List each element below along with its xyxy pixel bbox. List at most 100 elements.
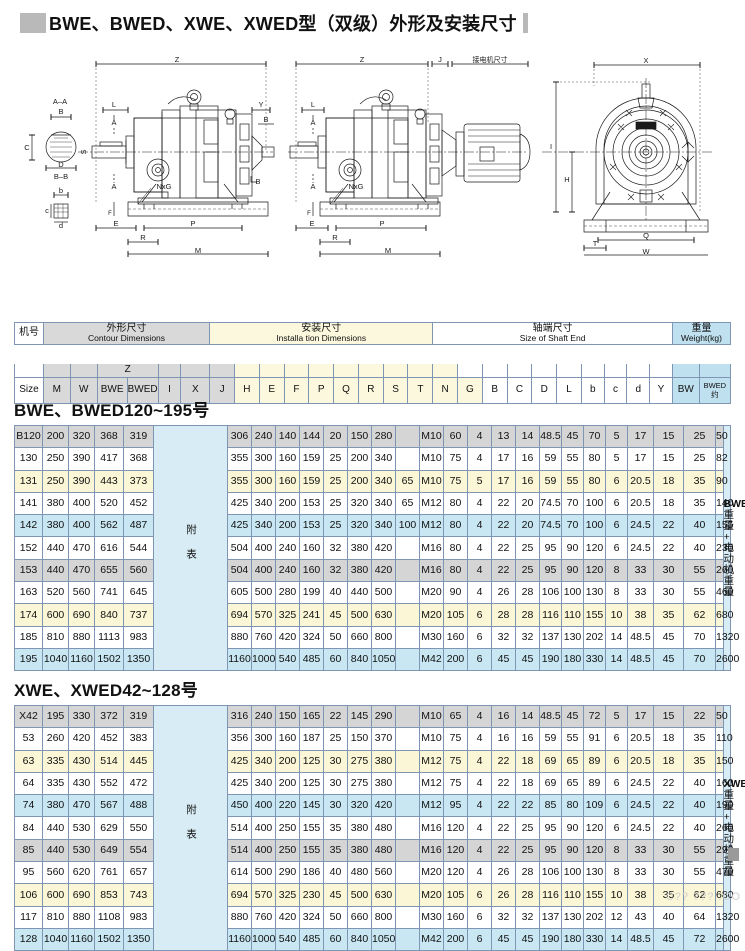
cell: 240 <box>251 424 276 449</box>
svg-text:T: T <box>593 239 598 248</box>
cell: 155 <box>299 816 324 840</box>
cell: 38 <box>627 603 654 627</box>
header-col-r: R <box>357 377 384 404</box>
cell: 25 <box>683 424 716 449</box>
header-col-bwed: BWED 约 <box>698 377 732 404</box>
cell: 24.5 <box>627 771 654 796</box>
svg-text:D: D <box>58 160 64 169</box>
cell: 160 <box>299 558 324 583</box>
cell: 552 <box>94 771 124 796</box>
cell: 380 <box>42 794 69 818</box>
cell: 187 <box>299 727 324 751</box>
cell: 570 <box>251 883 276 907</box>
cell: 840 <box>347 647 372 672</box>
cell: 880 <box>227 905 252 929</box>
cell: 35 <box>653 883 684 907</box>
cell: 400 <box>68 514 95 538</box>
cell: 17 <box>627 704 654 729</box>
cell: 380 <box>347 838 372 863</box>
cell: 45 <box>515 647 540 672</box>
cell: 417 <box>94 447 124 471</box>
cell: 340 <box>251 514 276 538</box>
cell: 33 <box>627 558 654 583</box>
cell: 380 <box>371 749 396 773</box>
cell: 324 <box>299 905 324 929</box>
cell: 120 <box>583 816 606 840</box>
cell: 4 <box>467 727 492 751</box>
svg-text:Z: Z <box>175 55 180 64</box>
cell: 330 <box>583 647 606 672</box>
cell: 89 <box>583 771 606 796</box>
header-col-b: B <box>481 377 508 404</box>
cell: 620 <box>68 861 95 885</box>
header-col-x: X <box>180 377 211 404</box>
cell: 690 <box>68 883 95 907</box>
cell: 14 <box>515 704 540 729</box>
svg-text:S: S <box>79 149 88 154</box>
cell: 74 <box>14 794 43 818</box>
cell: 4 <box>467 704 492 729</box>
cell: 694 <box>227 883 252 907</box>
cell: 560 <box>42 861 69 885</box>
cell: 200 <box>347 447 372 471</box>
cell: 530 <box>68 816 95 840</box>
cell: 28 <box>515 883 540 907</box>
cell: 55 <box>683 558 716 583</box>
cell: 45 <box>653 927 684 951</box>
cell: 368 <box>123 447 154 471</box>
cell: 18 <box>653 749 684 773</box>
cell: 120 <box>583 558 606 583</box>
cell: 30 <box>653 838 684 863</box>
cell: 880 <box>68 625 95 649</box>
cell: 380 <box>42 491 69 516</box>
cell: M16 <box>419 816 444 840</box>
header-col-z: Z <box>96 364 159 378</box>
cell: 25 <box>323 514 348 538</box>
cell: 110 <box>561 603 584 627</box>
cell: 340 <box>371 447 396 471</box>
cell: 260 <box>715 816 734 840</box>
cell: 28 <box>515 581 540 605</box>
cell <box>395 771 420 796</box>
cell: 40 <box>323 861 348 885</box>
svg-text:F: F <box>108 211 112 217</box>
cell: 32 <box>515 905 540 929</box>
cell: 1160 <box>227 647 252 672</box>
cell <box>395 447 420 471</box>
table-row: 85 440 530 649 554 514 400 250 155 35 380 480 M16 120… <box>14 838 734 863</box>
svg-text:R: R <box>332 233 338 242</box>
cell: 50 <box>323 905 348 929</box>
table-row: 106 600 690 853 743 694 570 325 230 45 500 630 M20 10… <box>14 883 734 907</box>
cell: 240 <box>251 704 276 729</box>
svg-text:d: d <box>59 221 63 230</box>
cell: 6 <box>467 647 492 672</box>
cell: 368 <box>94 424 124 449</box>
cell: 14 <box>605 647 628 672</box>
svg-text:P: P <box>379 219 384 228</box>
cell: 13 <box>491 424 516 449</box>
cell: 15 <box>653 424 684 449</box>
cell <box>395 749 420 773</box>
cell: 1350 <box>123 647 154 672</box>
svg-text:E: E <box>113 219 118 228</box>
cell: 202 <box>583 625 606 649</box>
cell: M16 <box>419 536 444 560</box>
cell <box>395 861 420 885</box>
cell: 40 <box>683 771 716 796</box>
cell: 74.5 <box>539 491 562 516</box>
header-col-w: W <box>69 377 98 404</box>
weight-note-label: BWE 重量 + 电动机重量 <box>722 424 745 672</box>
cell: 33 <box>627 838 654 863</box>
cell: 150 <box>715 749 734 773</box>
cell: 32 <box>323 558 348 583</box>
cell: 130 <box>14 447 43 471</box>
cell: 544 <box>123 536 154 560</box>
cell: 1160 <box>68 647 95 672</box>
table-row: 153 440 470 655 560 504 400 240 160 32 380 420 M16 80… <box>14 558 734 583</box>
cell: 28 <box>515 603 540 627</box>
cell: 629 <box>94 816 124 840</box>
cell: 4 <box>467 581 492 605</box>
table-row: 195 1040 1160 1502 1350 1160 1000 540 485 60 840 10… <box>14 647 739 672</box>
header-col-l: L <box>556 377 582 404</box>
cell: 20.5 <box>627 469 654 493</box>
